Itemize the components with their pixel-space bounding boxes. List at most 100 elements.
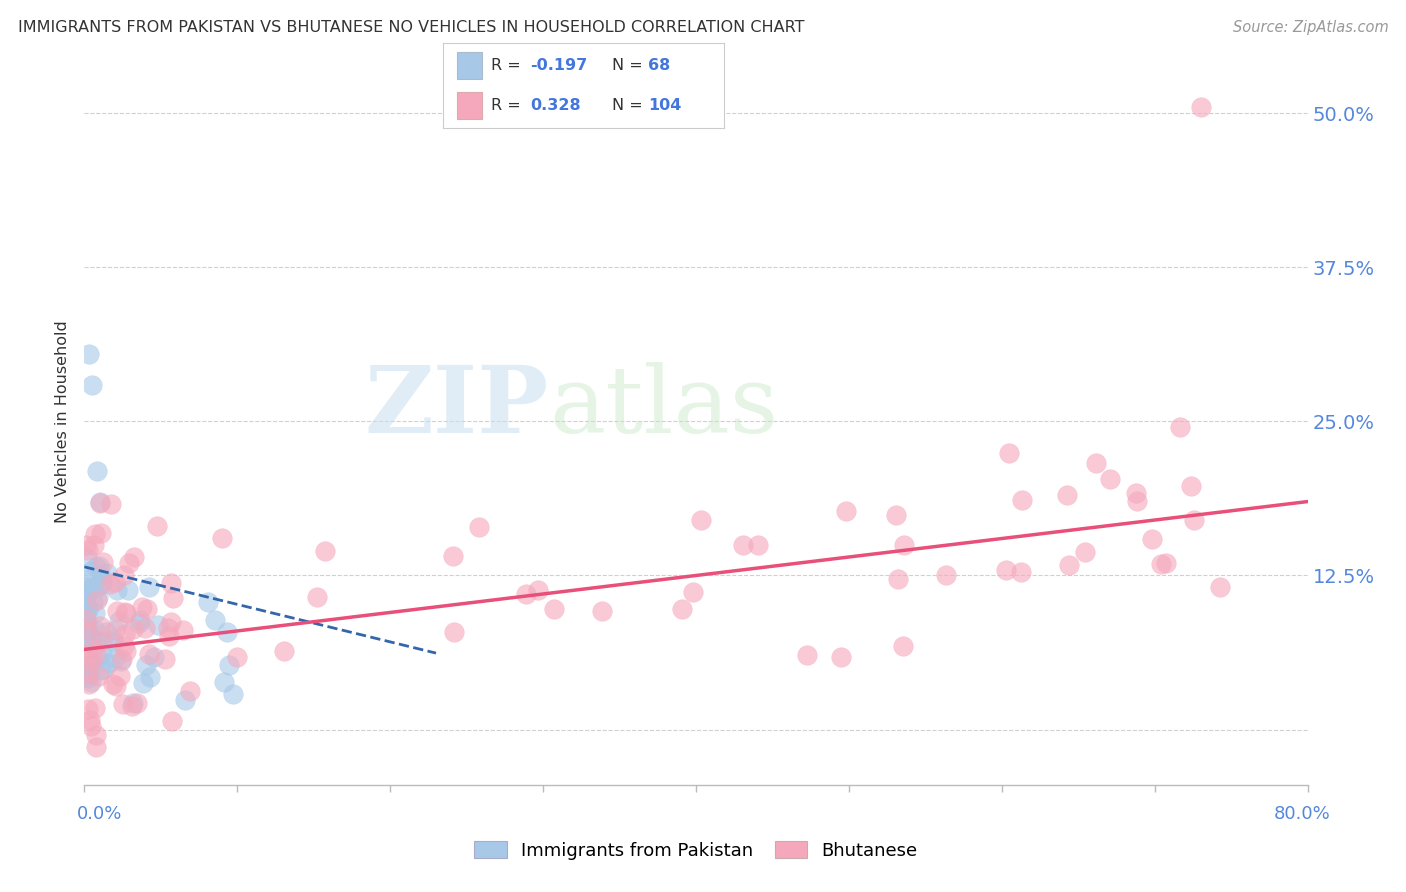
Point — [80, 719, 103, 733]
Point — [1209, 581, 1232, 595]
Point — [87, 559, 110, 574]
Point — [89, 619, 111, 633]
Text: 0.328: 0.328 — [530, 98, 581, 113]
Point — [995, 563, 1018, 577]
Point — [1010, 566, 1032, 580]
Point — [77, 652, 100, 666]
Point — [86, 464, 108, 478]
Text: ZIP: ZIP — [366, 362, 550, 452]
Point — [77, 648, 100, 663]
Point — [1126, 494, 1149, 508]
Point — [156, 621, 179, 635]
Point — [443, 625, 465, 640]
Point — [526, 582, 548, 597]
Point — [82, 595, 104, 609]
Text: N =: N = — [612, 58, 648, 73]
Point — [160, 615, 183, 629]
Point — [146, 618, 169, 632]
Point — [77, 543, 100, 558]
Point — [90, 663, 112, 677]
Point — [197, 595, 219, 609]
Point — [114, 640, 136, 654]
Point — [75, 582, 97, 597]
Point — [543, 602, 565, 616]
Point — [75, 612, 97, 626]
Point — [222, 687, 245, 701]
Point — [105, 583, 128, 598]
Text: 104: 104 — [648, 98, 682, 113]
Point — [1170, 420, 1192, 434]
Point — [135, 658, 157, 673]
Point — [90, 573, 112, 587]
Point — [114, 627, 136, 641]
Point — [77, 701, 100, 715]
Point — [100, 497, 122, 511]
Point — [591, 604, 613, 618]
Point — [114, 607, 136, 621]
Point — [87, 649, 110, 664]
Point — [83, 623, 105, 637]
Point — [76, 551, 98, 566]
Point — [689, 513, 711, 527]
Point — [90, 646, 112, 660]
Point — [77, 347, 100, 361]
Point — [153, 652, 176, 666]
Point — [314, 543, 336, 558]
Text: IMMIGRANTS FROM PAKISTAN VS BHUTANESE NO VEHICLES IN HOUSEHOLD CORRELATION CHART: IMMIGRANTS FROM PAKISTAN VS BHUTANESE NO… — [18, 20, 804, 35]
Point — [114, 605, 136, 619]
Point — [204, 613, 226, 627]
Point — [671, 602, 693, 616]
Point — [79, 713, 101, 727]
Point — [80, 631, 103, 645]
Point — [998, 446, 1021, 460]
Point — [84, 607, 107, 621]
Point — [84, 560, 107, 574]
Point — [75, 589, 97, 603]
Point — [111, 697, 134, 711]
Point — [1098, 471, 1121, 485]
Point — [94, 625, 117, 640]
Point — [75, 607, 97, 621]
Point — [77, 677, 100, 691]
Point — [84, 701, 107, 715]
Point — [90, 568, 112, 582]
Point — [75, 538, 97, 552]
Point — [443, 549, 465, 563]
Text: Source: ZipAtlas.com: Source: ZipAtlas.com — [1233, 20, 1389, 35]
Point — [935, 568, 957, 582]
Point — [93, 555, 115, 569]
Point — [90, 577, 112, 591]
Point — [83, 527, 105, 541]
Point — [101, 634, 124, 648]
Point — [80, 674, 103, 689]
Point — [1059, 558, 1081, 572]
Point — [159, 629, 181, 643]
Point — [128, 613, 150, 627]
Point — [217, 625, 239, 640]
Point — [79, 657, 101, 671]
Point — [76, 625, 98, 640]
Point — [80, 564, 103, 578]
Point — [101, 632, 124, 646]
Point — [122, 549, 145, 564]
Point — [97, 657, 120, 671]
Point — [76, 586, 98, 600]
Point — [117, 583, 139, 598]
Point — [1085, 456, 1108, 470]
Point — [131, 676, 153, 690]
Point — [131, 599, 153, 614]
Point — [1140, 532, 1163, 546]
Point — [105, 604, 128, 618]
Point — [104, 574, 127, 589]
Bar — [457, 52, 482, 79]
Point — [160, 575, 183, 590]
Point — [1154, 556, 1177, 570]
Point — [122, 622, 145, 636]
Point — [835, 504, 858, 518]
Point — [111, 652, 134, 666]
Point — [218, 658, 240, 673]
Bar — [457, 92, 482, 119]
Point — [98, 577, 121, 591]
Point — [1056, 488, 1078, 502]
Point — [76, 603, 98, 617]
